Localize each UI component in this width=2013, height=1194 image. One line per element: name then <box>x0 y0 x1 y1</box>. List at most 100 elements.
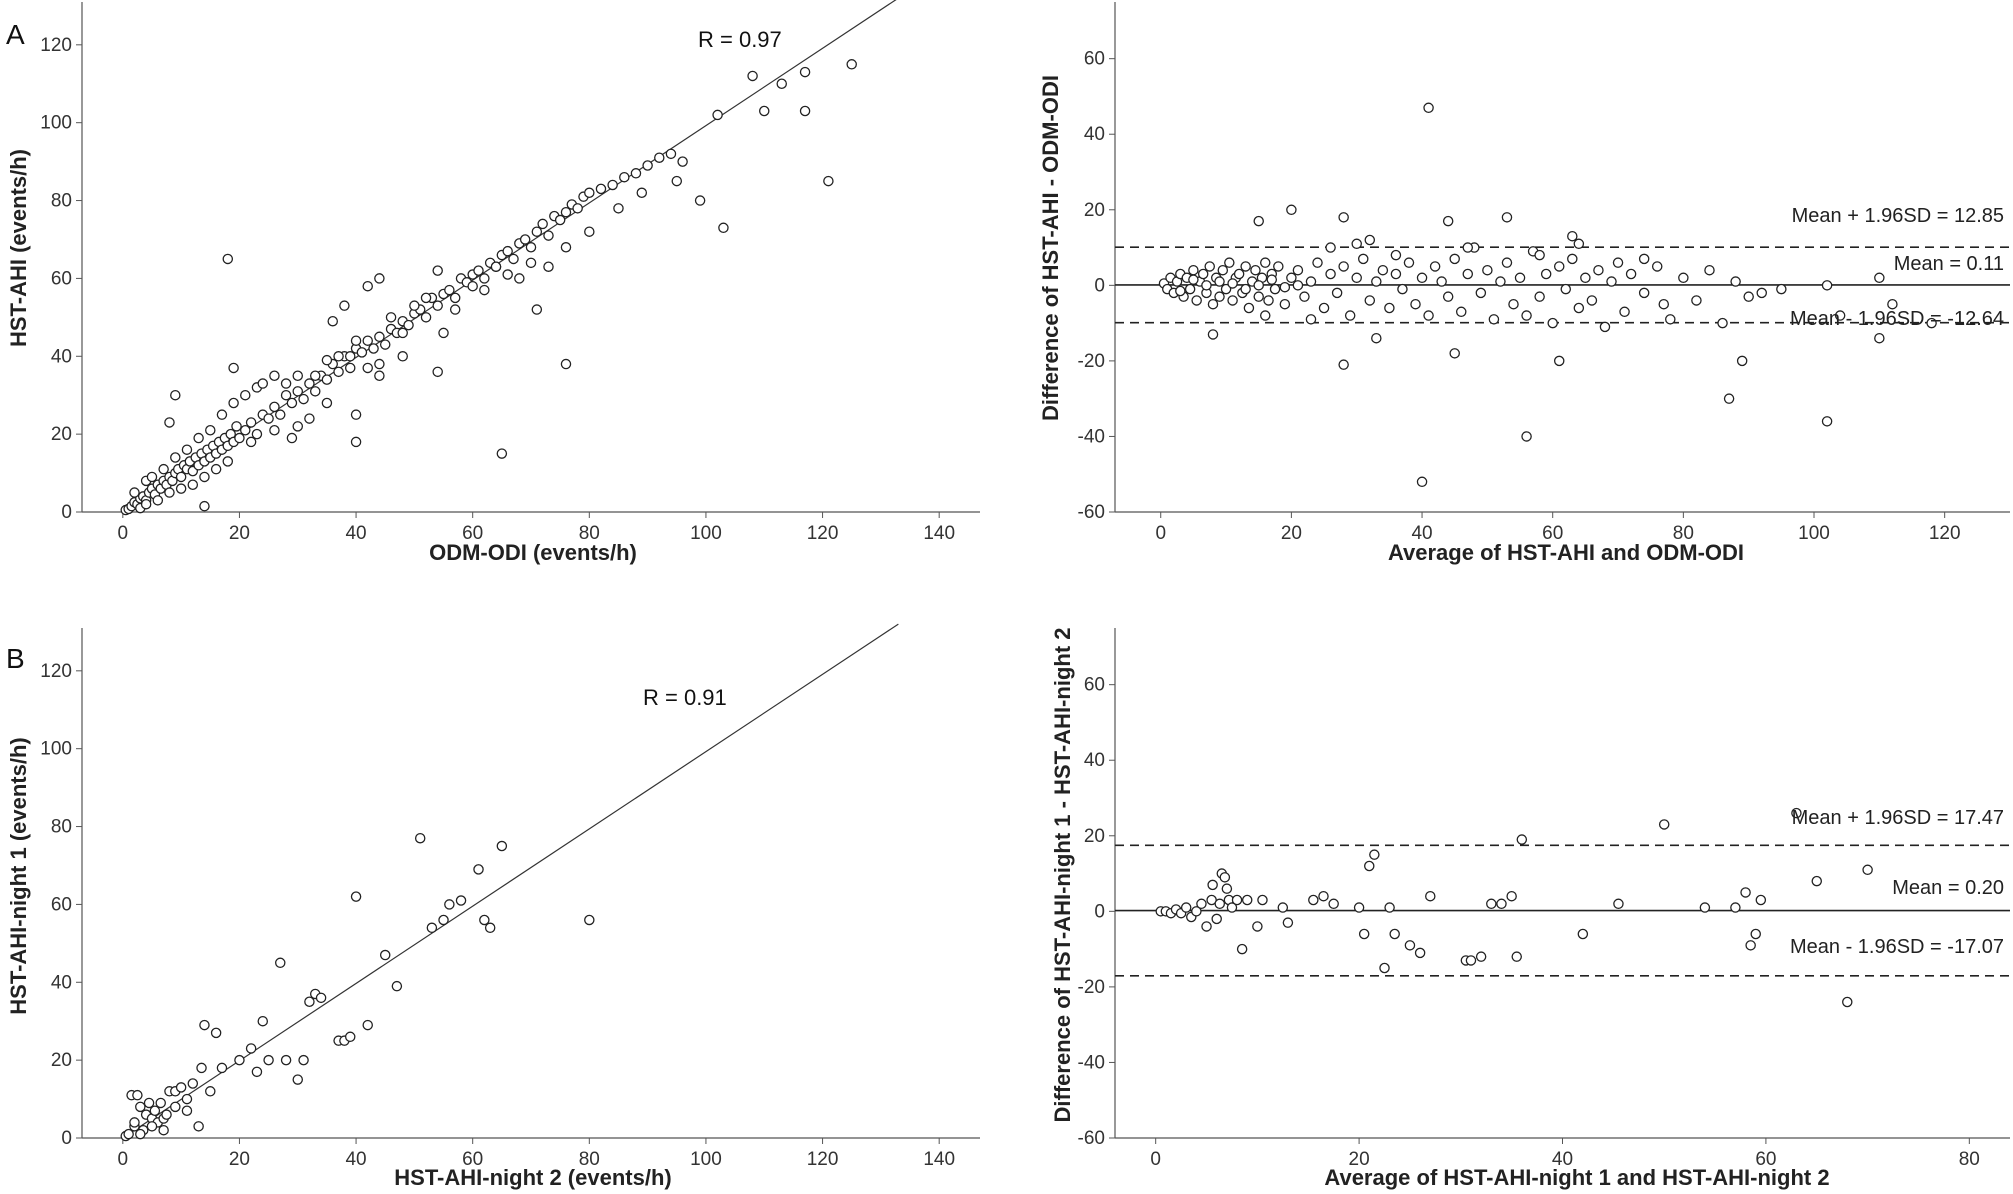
y-tick-label: 60 <box>1084 49 1105 70</box>
y-tick-label: 100 <box>40 113 72 134</box>
y-tick-label: 0 <box>61 502 72 523</box>
data-point <box>584 187 595 199</box>
data-point <box>1506 890 1517 902</box>
y-tick-label: -40 <box>1078 426 1105 447</box>
data-point <box>718 222 729 234</box>
x-tick-label: 40 <box>345 523 366 544</box>
data-point <box>286 397 298 409</box>
x-axis-label: Average of HST-AHI and ODM-ODI <box>1388 540 1744 565</box>
data-point <box>1658 819 1670 830</box>
data-point <box>298 1054 309 1066</box>
data-point <box>799 105 811 117</box>
data-point <box>1344 310 1356 321</box>
data-point <box>350 409 362 420</box>
bland-altman-plot-a: -60 -40 -20 0 20 40 60 0 20 40 60 80 100 120 Average o… <box>1038 2 2010 565</box>
data-point <box>1442 215 1454 227</box>
data-point <box>1252 921 1263 932</box>
data-point <box>1263 295 1274 306</box>
data-point <box>368 343 379 354</box>
mean-label: Mean = 0.20 <box>1892 877 2004 899</box>
data-point <box>502 269 513 280</box>
data-point <box>1416 476 1428 488</box>
x-tick-label: 80 <box>1959 1149 1980 1170</box>
data-point <box>1553 355 1565 367</box>
data-point <box>1425 890 1436 902</box>
data-point <box>216 409 228 420</box>
y-tick-label: 0 <box>1094 275 1105 296</box>
data-point <box>362 1019 373 1031</box>
data-point <box>1188 264 1199 276</box>
data-point <box>1201 921 1212 932</box>
data-point <box>286 432 298 444</box>
data-point <box>1465 955 1477 966</box>
x-tick-label: 80 <box>1673 523 1694 544</box>
data-point <box>181 444 193 455</box>
x-tick-label: 120 <box>1929 523 1961 544</box>
data-point <box>1364 234 1376 246</box>
data-point <box>245 1043 257 1054</box>
data-point <box>1338 261 1349 272</box>
y-tick-label: 40 <box>51 972 72 993</box>
data-point <box>158 463 169 475</box>
data-point <box>397 351 408 362</box>
data-point <box>1403 257 1415 268</box>
data-point <box>1540 268 1552 280</box>
data-point <box>514 273 525 284</box>
data-point <box>175 1082 187 1093</box>
data-point <box>1180 902 1192 913</box>
data-point <box>149 1105 161 1116</box>
data-point <box>175 471 187 483</box>
data-point <box>275 957 286 969</box>
data-point <box>1214 898 1226 910</box>
data-point <box>1926 317 1937 329</box>
data-point <box>1874 272 1885 284</box>
data-point <box>584 226 595 237</box>
data-point <box>1331 287 1343 299</box>
data-point <box>1482 264 1493 276</box>
data-point <box>438 914 449 926</box>
data-point <box>344 362 356 374</box>
data-point <box>1416 272 1428 284</box>
x-tick-label: 20 <box>229 523 250 544</box>
data-point <box>222 253 234 265</box>
data-point <box>263 1054 274 1066</box>
data-point <box>572 203 583 214</box>
data-point <box>309 386 321 397</box>
data-point <box>304 996 315 1007</box>
data-point <box>1211 913 1222 925</box>
data-point <box>1338 359 1349 370</box>
data-point <box>1241 894 1253 906</box>
data-point <box>1404 940 1416 951</box>
data-point <box>321 397 333 409</box>
data-point <box>1834 310 1846 321</box>
data-point <box>146 1121 158 1132</box>
data-point <box>636 187 648 199</box>
data-point <box>228 397 239 409</box>
data-point <box>269 424 280 436</box>
data-point <box>170 452 181 463</box>
x-axis-label: ODM-ODI (events/h) <box>429 540 637 565</box>
data-point <box>205 424 216 436</box>
data-point <box>432 300 443 311</box>
data-point <box>385 312 397 323</box>
data-point <box>1475 951 1487 962</box>
data-point <box>554 214 566 226</box>
data-point <box>135 1128 146 1140</box>
data-point <box>199 1019 210 1031</box>
data-point <box>560 242 572 253</box>
data-point <box>1442 291 1454 302</box>
data-point <box>292 386 304 397</box>
data-point <box>1496 898 1507 910</box>
data-point <box>339 300 350 311</box>
data-point <box>758 105 770 117</box>
data-point <box>397 327 408 339</box>
lower-limit-label: Mean - 1.96SD = -17.07 <box>1790 936 2004 958</box>
y-tick-label: -60 <box>1078 1128 1105 1149</box>
data-point <box>1224 257 1235 268</box>
data-point <box>1842 996 1853 1008</box>
y-tick-label: 60 <box>51 894 72 915</box>
x-tick-label: 0 <box>1155 523 1166 544</box>
data-point <box>321 354 333 366</box>
data-point <box>1204 261 1215 272</box>
data-point <box>1207 879 1218 891</box>
